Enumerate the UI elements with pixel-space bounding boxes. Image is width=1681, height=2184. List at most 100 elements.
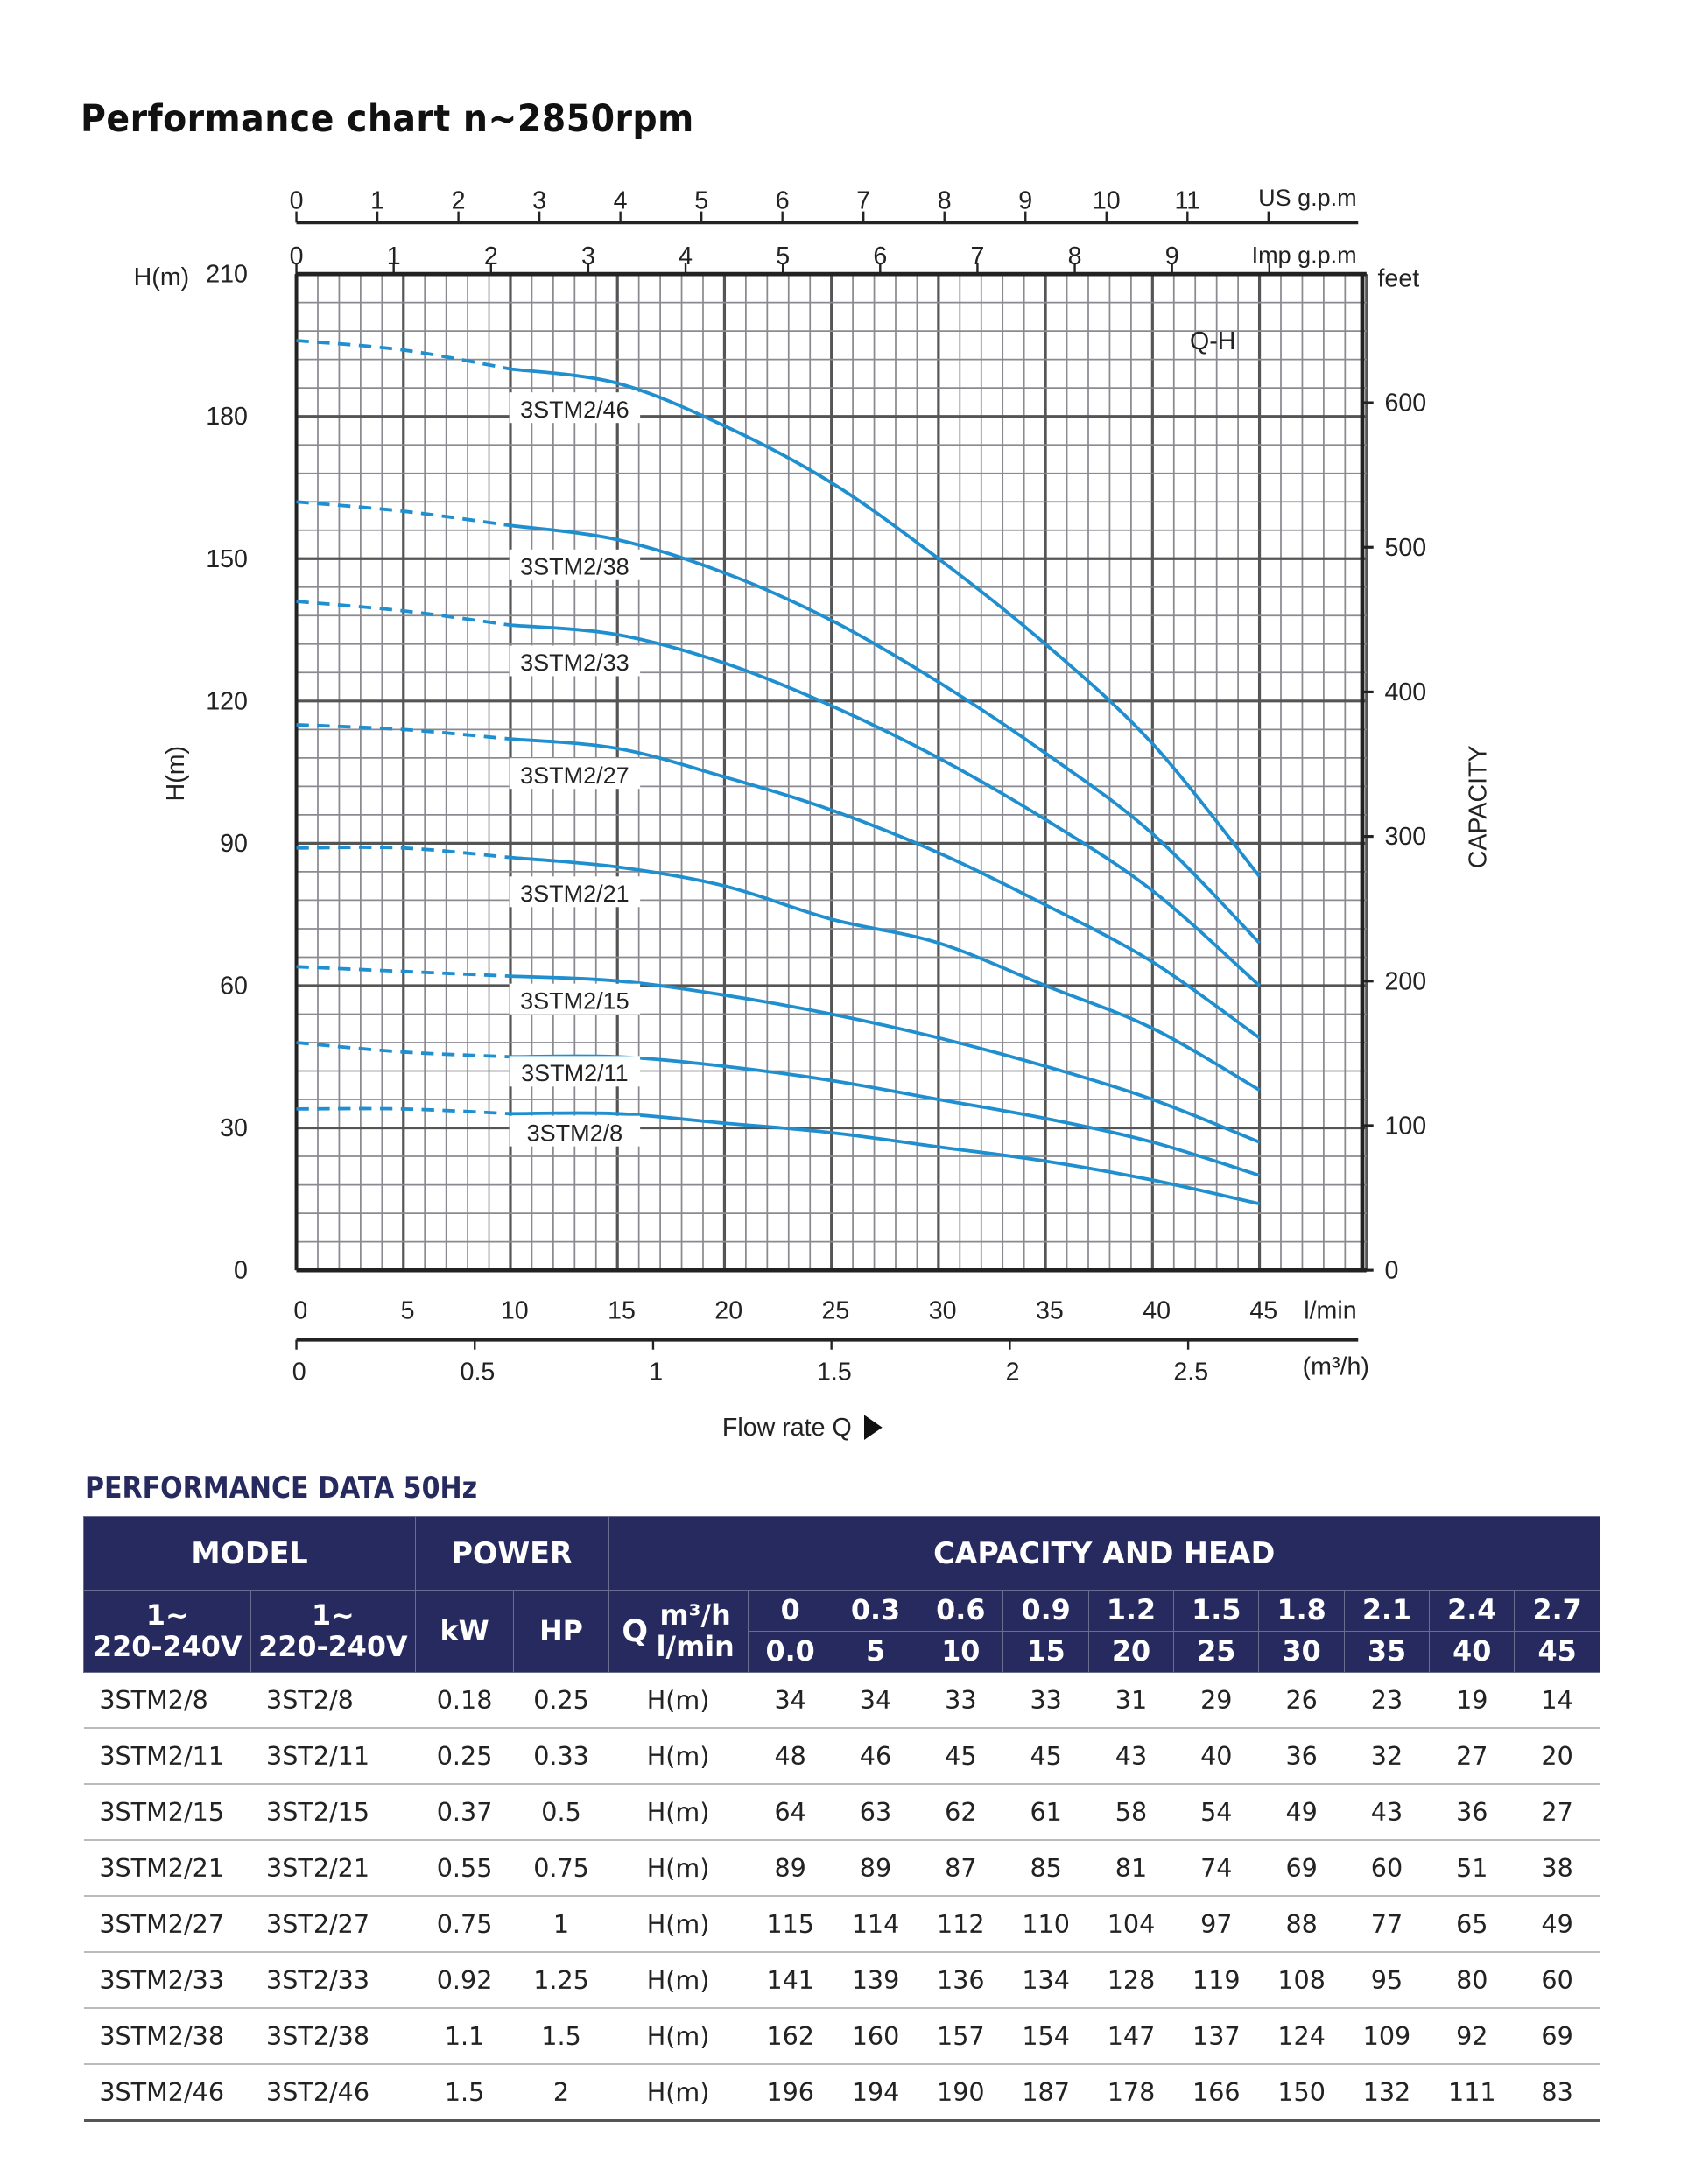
- head-value-cell: 157: [918, 2008, 1003, 2066]
- head-value-cell: 134: [1002, 1952, 1089, 2010]
- imp-gpm-tick-label: 0: [290, 242, 304, 270]
- head-value-cell: 14: [1514, 1672, 1600, 1730]
- head-value-cell: 160: [833, 2008, 918, 2066]
- us-gpm-tick-label: 5: [694, 186, 708, 214]
- curve-dashed-segment: [296, 1106, 511, 1116]
- unit-cell: H(m): [608, 2064, 748, 2123]
- header-m3h-value: 0: [747, 1590, 833, 1633]
- curve-dashed-segment: [296, 500, 511, 528]
- model-cell: 3STM2/46: [83, 2064, 251, 2123]
- head-value-cell: 119: [1173, 1952, 1259, 2010]
- curve-dashed-segment: [296, 1041, 511, 1059]
- head-value-cell: 109: [1344, 2008, 1430, 2066]
- header-m3h-value: 2.7: [1514, 1590, 1600, 1633]
- feet-tick-label: 200: [1384, 967, 1426, 995]
- head-value-cell: 108: [1258, 1952, 1345, 2010]
- model-cell: 3STM2/38: [83, 2008, 251, 2066]
- table-row: 3STM2/38 3ST2/38 1.1 1.5 H(m) 162 160 157 154 147…: [83, 2008, 1600, 2066]
- head-value-cell: 88: [1258, 1896, 1345, 1954]
- x-m3h-tick-label: 1.5: [817, 1359, 852, 1387]
- imp-gpm-tick-label: 3: [581, 242, 595, 270]
- head-value-cell: 137: [1173, 2008, 1259, 2066]
- curve-label: 3STM2/21: [520, 881, 629, 907]
- y-tick-label: 210: [206, 261, 248, 289]
- header-m3h-value: 1.5: [1173, 1590, 1260, 1633]
- unit-cell: H(m): [608, 1952, 748, 2010]
- hp-cell: 0.25: [513, 1672, 609, 1730]
- head-value-cell: 19: [1429, 1672, 1515, 1730]
- imp-gpm-tick-label: 1: [387, 242, 401, 270]
- x-m3h-tick-label: 0.5: [461, 1359, 496, 1387]
- head-value-cell: 89: [748, 1840, 833, 1898]
- arrow-right-icon: [864, 1415, 883, 1441]
- head-value-cell: 46: [833, 1728, 918, 1786]
- hp-cell: 1.5: [513, 2008, 609, 2066]
- model-alt-cell: 3ST2/15: [250, 1784, 416, 1842]
- curve-3stm2-27: [510, 737, 1261, 1040]
- head-value-cell: 48: [748, 1728, 833, 1786]
- kw-cell: 1.1: [415, 2008, 514, 2066]
- feet-tick-label: 600: [1384, 390, 1426, 418]
- head-value-cell: 27: [1429, 1728, 1515, 1786]
- curve-dashed-segment: [296, 339, 511, 371]
- curve-label: 3STM2/27: [520, 762, 629, 789]
- head-value-cell: 87: [918, 1840, 1003, 1898]
- model-cell: 3STM2/21: [83, 1840, 251, 1898]
- us-gpm-tick-label: 0: [290, 186, 304, 214]
- table-row: 3STM2/8 3ST2/8 0.18 0.25 H(m) 34 34 33 33 31 29 26 2…: [83, 1672, 1600, 1730]
- head-value-cell: 38: [1514, 1840, 1600, 1898]
- head-value-cell: 32: [1344, 1728, 1430, 1786]
- model-cell: 3STM2/27: [83, 1896, 251, 1954]
- kw-cell: 0.25: [415, 1728, 514, 1786]
- hp-cell: 0.75: [513, 1840, 609, 1898]
- head-value-cell: 60: [1514, 1952, 1600, 2010]
- curve-label: 3STM2/11: [521, 1060, 629, 1086]
- curve-label: 3STM2/38: [520, 553, 629, 579]
- head-value-cell: 33: [918, 1672, 1003, 1730]
- us-gpm-tick-label: 7: [856, 186, 870, 214]
- feet-tick-label: 300: [1384, 823, 1426, 851]
- head-value-cell: 132: [1344, 2064, 1430, 2123]
- table-row: 3STM2/33 3ST2/33 0.92 1.25 H(m) 141 139 136 134 1…: [83, 1952, 1600, 2010]
- model-alt-cell: 3ST2/38: [250, 2008, 416, 2066]
- x-lmin-tick-label: 40: [1143, 1297, 1171, 1325]
- performance-data-title: PERFORMANCE DATA 50Hz: [84, 1470, 478, 1505]
- head-value-cell: 49: [1258, 1784, 1345, 1842]
- model-alt-cell: 3ST2/33: [250, 1952, 416, 2010]
- head-value-cell: 58: [1088, 1784, 1174, 1842]
- kw-cell: 0.37: [415, 1784, 514, 1842]
- hp-cell: 1.25: [513, 1952, 609, 2010]
- unit-cell: H(m): [608, 1896, 748, 1954]
- kw-cell: 0.75: [415, 1896, 514, 1954]
- performance-chart: 0 1 2 3 4 5 6 7 8 9 10 11 US g.p.m0 1 2 3 4 5 6 7 8 9 Imp g.p.…: [134, 185, 1493, 1442]
- head-value-cell: 43: [1344, 1784, 1430, 1842]
- head-value-cell: 136: [918, 1952, 1003, 2010]
- head-value-cell: 63: [833, 1784, 918, 1842]
- header-lmin-value: 30: [1258, 1631, 1345, 1674]
- header-lmin-value: 40: [1429, 1631, 1516, 1674]
- curve-dashed-segment: [296, 846, 511, 860]
- head-value-cell: 45: [918, 1728, 1003, 1786]
- unit-cell: H(m): [608, 2008, 748, 2066]
- header-model-1: 1~ 220-240V: [83, 1590, 252, 1674]
- kw-cell: 0.92: [415, 1952, 514, 2010]
- us-gpm-tick-label: 2: [452, 186, 466, 214]
- head-value-cell: 83: [1514, 2064, 1600, 2123]
- head-value-cell: 23: [1344, 1672, 1430, 1730]
- head-value-cell: 150: [1258, 2064, 1345, 2123]
- header-power: POWER: [414, 1516, 609, 1591]
- curve-label-bg: [509, 1115, 641, 1147]
- header-lmin-value: 10: [918, 1631, 1004, 1674]
- header-hp: HP: [513, 1590, 609, 1674]
- header-lmin-value: 35: [1343, 1631, 1431, 1674]
- head-value-cell: 80: [1429, 1952, 1515, 2010]
- feet-tick-label: 100: [1384, 1112, 1426, 1140]
- curve-label-bg: [509, 876, 641, 908]
- unit-cell: H(m): [608, 1840, 748, 1898]
- head-value-cell: 154: [1002, 2008, 1089, 2066]
- head-value-cell: 69: [1514, 2008, 1600, 2066]
- head-value-cell: 20: [1514, 1728, 1600, 1786]
- x-lmin-tick-label: 5: [401, 1297, 415, 1325]
- head-value-cell: 141: [748, 1952, 833, 2010]
